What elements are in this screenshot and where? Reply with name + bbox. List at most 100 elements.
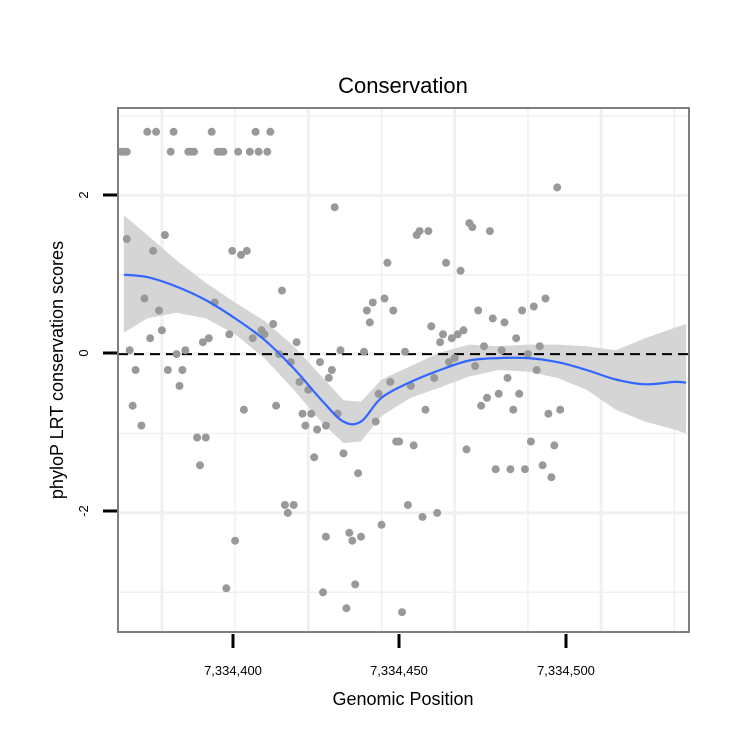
data-point bbox=[453, 330, 462, 339]
data-point bbox=[155, 306, 163, 315]
data-point bbox=[298, 409, 307, 418]
data-point bbox=[178, 366, 187, 374]
data-point bbox=[371, 417, 380, 426]
data-point bbox=[316, 358, 324, 367]
data-point bbox=[149, 246, 158, 255]
data-point bbox=[193, 433, 202, 442]
data-point bbox=[491, 465, 500, 474]
data-point bbox=[266, 127, 275, 136]
data-point bbox=[354, 469, 363, 478]
plot-border bbox=[117, 107, 690, 633]
data-point bbox=[471, 362, 480, 370]
data-point bbox=[401, 347, 409, 356]
data-point bbox=[140, 294, 149, 303]
data-point bbox=[538, 461, 547, 470]
data-point bbox=[310, 453, 319, 462]
data-point bbox=[386, 377, 395, 386]
data-point bbox=[377, 520, 386, 529]
data-point bbox=[327, 366, 336, 374]
data-point bbox=[480, 342, 488, 351]
data-point bbox=[330, 203, 339, 212]
data-point bbox=[181, 346, 190, 355]
data-point bbox=[389, 306, 398, 315]
data-point bbox=[509, 405, 518, 414]
data-point bbox=[477, 401, 486, 410]
data-point bbox=[433, 508, 442, 517]
data-point bbox=[398, 608, 406, 617]
data-point bbox=[456, 266, 465, 275]
data-point bbox=[339, 449, 348, 458]
y-axis: 2 0 -2 phyloP LRT conservation scores bbox=[47, 191, 117, 517]
data-point bbox=[515, 389, 524, 398]
data-point bbox=[529, 302, 538, 311]
data-point bbox=[125, 346, 134, 355]
data-point bbox=[345, 528, 354, 537]
data-point bbox=[436, 338, 445, 347]
data-point bbox=[360, 347, 368, 356]
x-axis: 7,334,400 7,334,450 7,334,500 Genomic Po… bbox=[204, 634, 595, 709]
data-point bbox=[122, 147, 131, 156]
data-point bbox=[553, 183, 562, 192]
chart-title: Conservation bbox=[338, 73, 468, 98]
data-point bbox=[348, 536, 357, 545]
data-point bbox=[234, 147, 243, 156]
data-point bbox=[219, 147, 228, 156]
data-point bbox=[269, 320, 278, 328]
data-point bbox=[351, 580, 360, 589]
data-point bbox=[137, 421, 146, 430]
data-point bbox=[204, 334, 213, 343]
data-point bbox=[248, 334, 257, 343]
data-point bbox=[263, 147, 272, 156]
data-point bbox=[324, 373, 333, 382]
data-point bbox=[251, 127, 260, 136]
data-point bbox=[146, 334, 155, 343]
data-point bbox=[307, 409, 316, 418]
data-point bbox=[430, 373, 439, 382]
data-point bbox=[521, 465, 529, 474]
data-point bbox=[190, 147, 199, 156]
data-point bbox=[237, 250, 245, 259]
data-point bbox=[231, 536, 240, 545]
data-point bbox=[415, 227, 424, 236]
data-point bbox=[447, 334, 456, 343]
data-point bbox=[556, 405, 565, 414]
data-point bbox=[483, 393, 491, 402]
data-point bbox=[383, 258, 392, 267]
data-point bbox=[295, 377, 304, 386]
data-point bbox=[278, 286, 286, 295]
data-point bbox=[280, 501, 289, 509]
data-point bbox=[541, 294, 550, 303]
data-point bbox=[143, 127, 152, 136]
data-point bbox=[239, 405, 248, 414]
data-point bbox=[169, 127, 178, 136]
data-point bbox=[260, 330, 269, 339]
data-point bbox=[409, 441, 418, 450]
data-point bbox=[283, 508, 292, 517]
data-point bbox=[442, 258, 450, 267]
data-point bbox=[245, 147, 254, 156]
data-point bbox=[421, 405, 430, 414]
data-point bbox=[128, 401, 137, 410]
data-point bbox=[357, 532, 365, 541]
data-point bbox=[362, 306, 371, 315]
data-point bbox=[503, 373, 512, 382]
data-point bbox=[160, 231, 169, 239]
data-point bbox=[474, 306, 483, 315]
data-point bbox=[485, 227, 494, 236]
smooth-trend-line bbox=[123, 273, 687, 426]
data-point bbox=[403, 501, 412, 509]
data-point bbox=[198, 338, 207, 347]
data-point bbox=[395, 437, 404, 446]
y-tick-label: 2 bbox=[76, 191, 91, 198]
data-point bbox=[166, 147, 175, 156]
data-point bbox=[518, 306, 527, 315]
y-tick-label: -2 bbox=[76, 505, 91, 517]
data-point bbox=[512, 334, 521, 343]
data-point bbox=[301, 421, 310, 430]
data-point bbox=[292, 338, 301, 347]
data-point bbox=[506, 465, 515, 474]
y-tick-label: 0 bbox=[76, 349, 91, 356]
data-point bbox=[368, 298, 377, 307]
data-point bbox=[365, 318, 374, 327]
